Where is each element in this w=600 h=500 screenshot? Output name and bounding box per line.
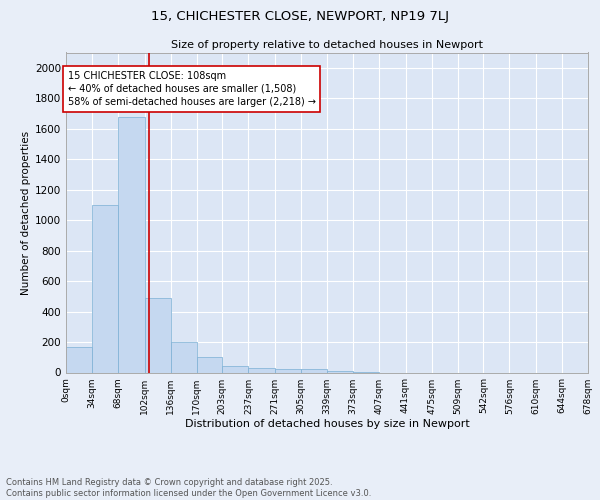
Y-axis label: Number of detached properties: Number of detached properties xyxy=(21,130,31,294)
Bar xyxy=(145,298,171,372)
Bar xyxy=(171,342,197,372)
Title: Size of property relative to detached houses in Newport: Size of property relative to detached ho… xyxy=(171,40,483,50)
Text: Contains HM Land Registry data © Crown copyright and database right 2025.
Contai: Contains HM Land Registry data © Crown c… xyxy=(6,478,371,498)
Bar xyxy=(197,356,222,372)
Bar xyxy=(301,369,327,372)
Bar xyxy=(327,371,353,372)
Bar xyxy=(118,116,145,372)
X-axis label: Distribution of detached houses by size in Newport: Distribution of detached houses by size … xyxy=(185,420,469,430)
Text: 15 CHICHESTER CLOSE: 108sqm
← 40% of detached houses are smaller (1,508)
58% of : 15 CHICHESTER CLOSE: 108sqm ← 40% of det… xyxy=(68,71,316,107)
Bar xyxy=(66,346,92,372)
Bar xyxy=(248,368,275,372)
Bar xyxy=(275,369,301,372)
Bar xyxy=(92,205,118,372)
Bar xyxy=(222,366,248,372)
Text: 15, CHICHESTER CLOSE, NEWPORT, NP19 7LJ: 15, CHICHESTER CLOSE, NEWPORT, NP19 7LJ xyxy=(151,10,449,23)
